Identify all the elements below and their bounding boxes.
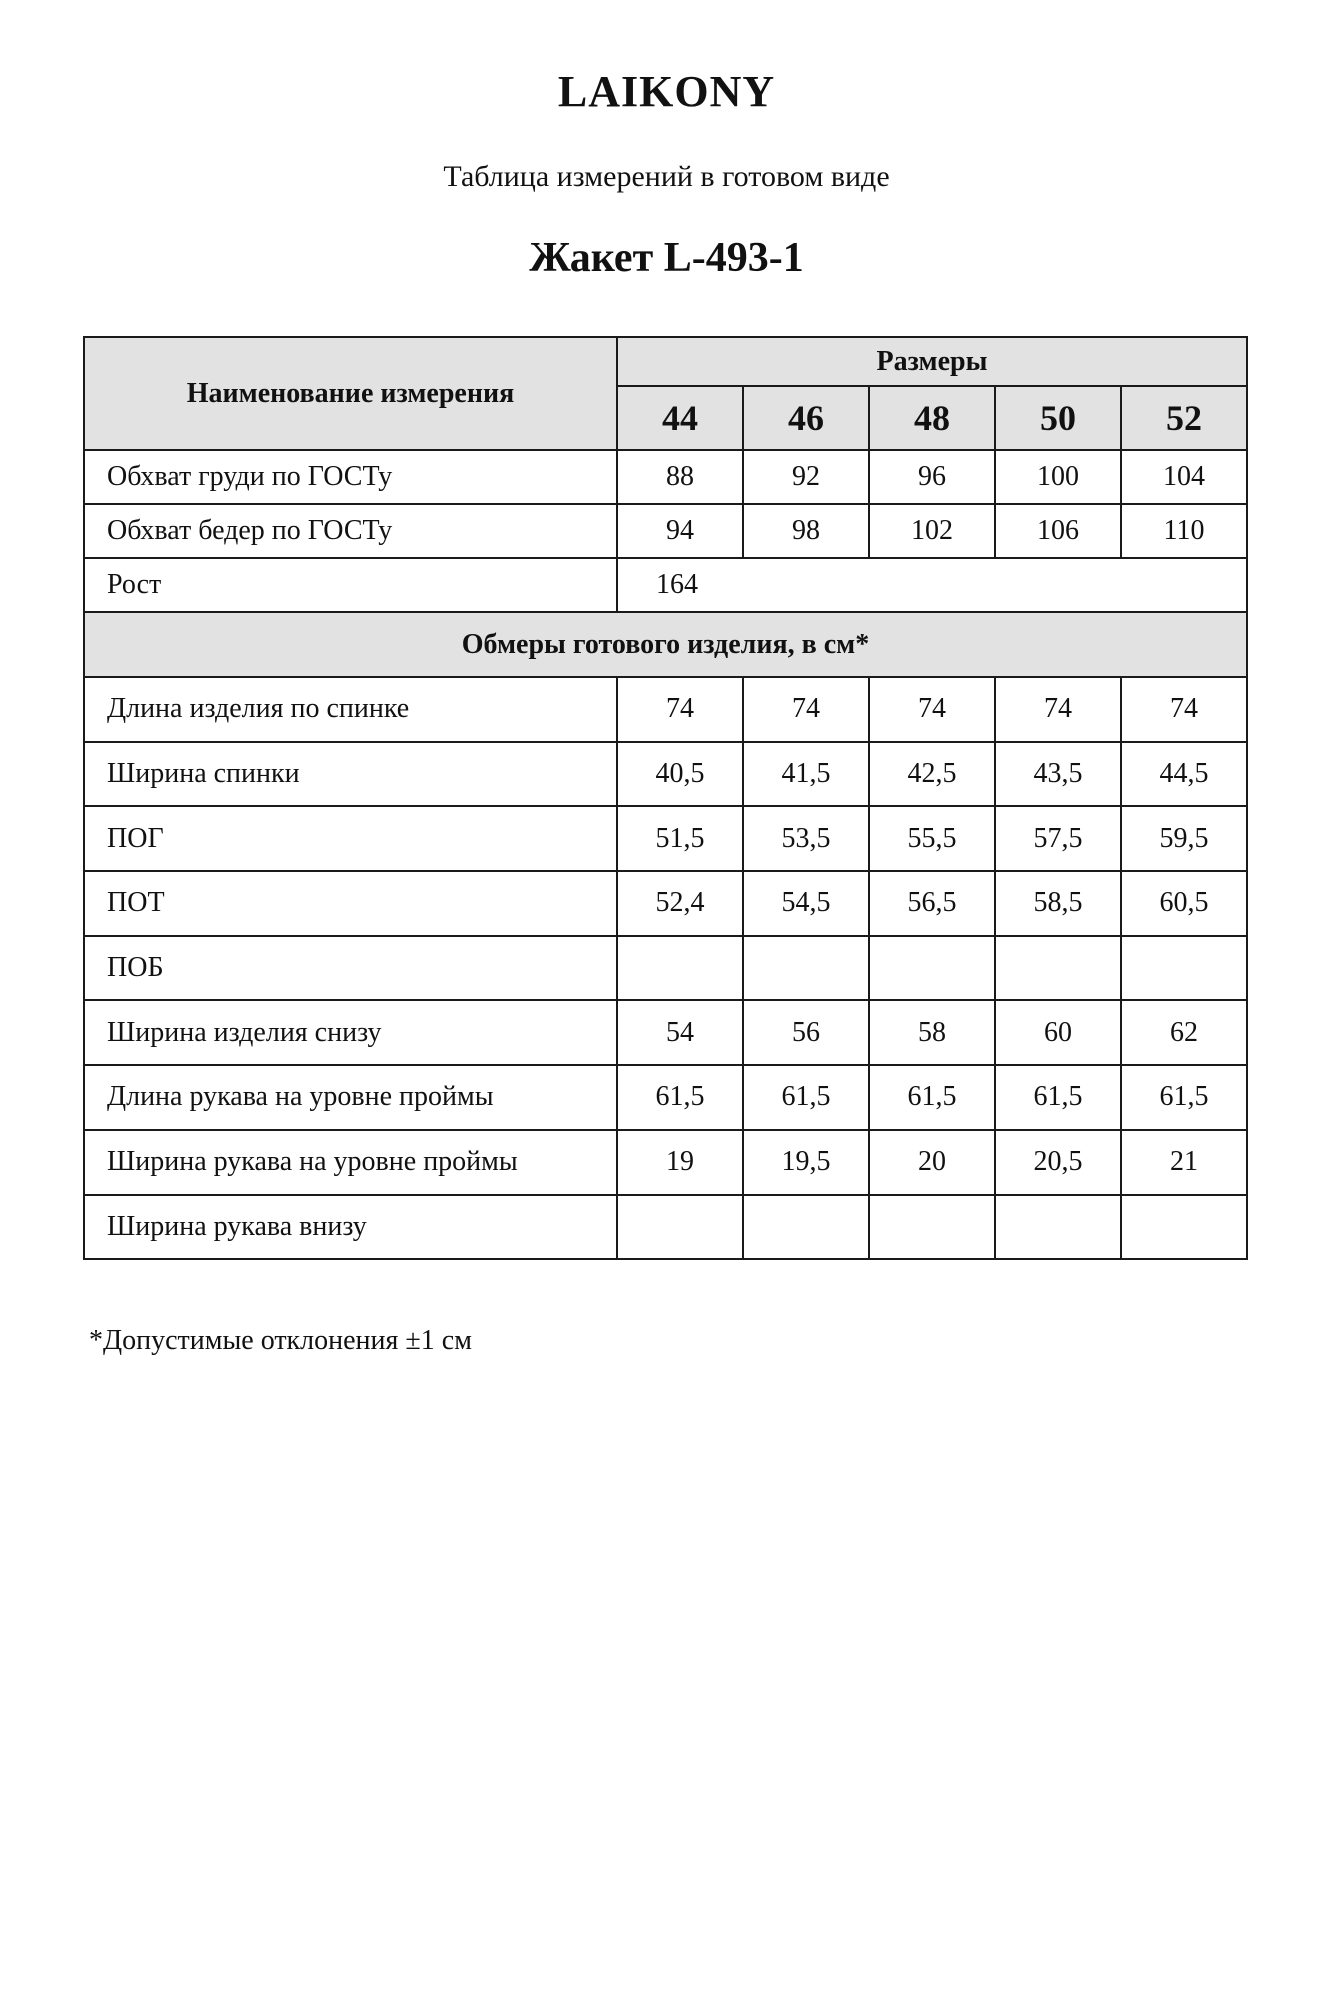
measurement-name: Длина рукава на уровне проймы — [83, 1064, 618, 1131]
measurement-value: 74 — [742, 676, 870, 743]
measurement-value: 40,5 — [616, 740, 744, 808]
table-row: Ширина рукава внизу — [83, 1193, 1248, 1261]
measurement-value: 106 — [994, 503, 1122, 559]
measurement-name: Ширина изделия снизу — [83, 999, 618, 1067]
measurement-value: 59,5 — [1120, 805, 1248, 873]
measurement-value — [742, 1193, 870, 1261]
measurement-value: 74 — [994, 676, 1122, 743]
measurement-value: 21 — [1120, 1128, 1248, 1196]
measurement-value: 94 — [616, 503, 744, 559]
measurement-name: Ширина рукава на уровне проймы — [83, 1128, 618, 1196]
measurement-value: 74 — [868, 676, 996, 743]
measurement-value: 60 — [994, 999, 1122, 1067]
section-header: Обмеры готового изделия, в см* — [83, 611, 1248, 678]
measurement-value: 54 — [616, 999, 744, 1067]
measurement-value: 102 — [868, 503, 996, 559]
measurement-value — [742, 934, 870, 1002]
measurement-name: Ширина спинки — [83, 740, 618, 808]
table-row: Длина рукава на уровне проймы 61,5 61,5 61,… — [83, 1064, 1248, 1131]
measurement-value: 19,5 — [742, 1128, 870, 1196]
measurement-value: 20,5 — [994, 1128, 1122, 1196]
measurement-value — [1120, 1193, 1248, 1261]
measurement-name: Ширина рукава внизу — [83, 1193, 618, 1261]
measurement-value — [994, 1193, 1122, 1261]
measurement-name: Длина изделия по спинке — [83, 676, 618, 743]
measurement-value: 56 — [742, 999, 870, 1067]
measurement-value: 62 — [1120, 999, 1248, 1067]
table-row: Обхват груди по ГОСТу 88 92 96 100 104 — [83, 449, 1248, 505]
table-row: ПОТ 52,4 54,5 56,5 58,5 60,5 — [83, 870, 1248, 937]
name-header: Наименование измерения — [83, 336, 618, 451]
measurement-name: ПОТ — [83, 870, 618, 937]
size-header-cell: 46 — [742, 385, 870, 451]
measurement-value: 54,5 — [742, 870, 870, 937]
measurement-value: 61,5 — [616, 1064, 744, 1131]
measurement-value: 74 — [1120, 676, 1248, 743]
measurement-value: 104 — [1120, 449, 1248, 505]
size-header-cell: 44 — [616, 385, 744, 451]
size-table: Наименование измерения Размеры 44 46 48 50 5… — [83, 336, 1248, 1261]
measurement-value: 58 — [868, 999, 996, 1067]
measurement-value: 42,5 — [868, 740, 996, 808]
measurement-value: 100 — [994, 449, 1122, 505]
measurement-value: 55,5 — [868, 805, 996, 873]
measurement-value: 88 — [616, 449, 744, 505]
table-row: Ширина изделия снизу 54 56 58 60 62 — [83, 999, 1248, 1067]
sizes-header: Размеры — [616, 336, 1248, 387]
height-value: 164 — [616, 557, 1248, 613]
measurement-value: 20 — [868, 1128, 996, 1196]
measurement-value — [868, 934, 996, 1002]
measurement-value — [616, 1193, 744, 1261]
measurement-value: 110 — [1120, 503, 1248, 559]
measurement-name: Обхват бедер по ГОСТу — [83, 503, 618, 559]
size-header-cell: 50 — [994, 385, 1122, 451]
measurement-name: Рост — [83, 557, 618, 613]
measurement-value: 44,5 — [1120, 740, 1248, 808]
table-row: Ширина рукава на уровне проймы 19 19,5 20 20… — [83, 1128, 1248, 1196]
measurement-value — [1120, 934, 1248, 1002]
table-row: Ширина спинки 40,5 41,5 42,5 43,5 44,5 — [83, 740, 1248, 808]
table-row: ПОГ 51,5 53,5 55,5 57,5 59,5 — [83, 805, 1248, 873]
table-row: Длина изделия по спинке 74 74 74 74 74 — [83, 676, 1248, 743]
size-header-cell: 48 — [868, 385, 996, 451]
measurement-name: ПОГ — [83, 805, 618, 873]
brand-logo-text: LAIKONY — [557, 67, 776, 116]
subtitle: Таблица измерений в готовом виде — [443, 160, 890, 193]
measurement-value: 60,5 — [1120, 870, 1248, 937]
measurement-value: 56,5 — [868, 870, 996, 937]
table-row: Рост 164 — [83, 557, 1248, 613]
measurement-name: Обхват груди по ГОСТу — [83, 449, 618, 505]
measurement-value: 92 — [742, 449, 870, 505]
measurement-value: 51,5 — [616, 805, 744, 873]
table-row: ПОБ — [83, 934, 1248, 1002]
measurement-value: 74 — [616, 676, 744, 743]
measurement-value: 19 — [616, 1128, 744, 1196]
measurement-value: 96 — [868, 449, 996, 505]
page-title: Жакет L-493-1 — [529, 235, 804, 281]
size-header-cell: 52 — [1120, 385, 1248, 451]
measurement-value: 58,5 — [994, 870, 1122, 937]
measurement-value: 61,5 — [742, 1064, 870, 1131]
measurement-value: 61,5 — [868, 1064, 996, 1131]
measurement-value — [616, 934, 744, 1002]
measurement-value: 61,5 — [994, 1064, 1122, 1131]
measurement-name: ПОБ — [83, 934, 618, 1002]
measurement-value: 98 — [742, 503, 870, 559]
measurement-value: 53,5 — [742, 805, 870, 873]
measurement-value: 41,5 — [742, 740, 870, 808]
footnote: *Допустимые отклонения ±1 см — [89, 1325, 472, 1356]
measurement-value — [994, 934, 1122, 1002]
measurement-value: 52,4 — [616, 870, 744, 937]
measurement-value: 61,5 — [1120, 1064, 1248, 1131]
measurement-value: 57,5 — [994, 805, 1122, 873]
table-row: Обхват бедер по ГОСТу 94 98 102 106 110 — [83, 503, 1248, 559]
measurement-value — [868, 1193, 996, 1261]
measurement-value: 43,5 — [994, 740, 1122, 808]
